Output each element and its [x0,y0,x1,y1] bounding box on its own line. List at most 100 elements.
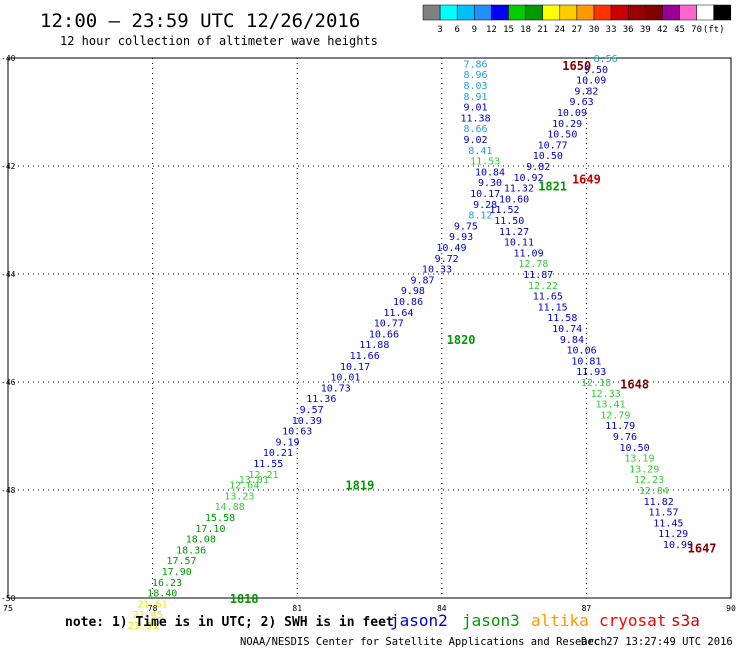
swh-value-label: 14.88 [215,502,245,513]
swh-value-label: 13.19 [624,454,654,465]
swh-value-label: 8.96 [463,70,487,81]
colorbar-label: 33 [606,25,617,35]
colorbar-label: 45 [674,25,685,35]
chart-subtitle: 12 hour collection of altimeter wave hei… [60,34,378,48]
colorbar-label: 3 [437,25,442,35]
swh-value-label: 21.45 [133,610,163,621]
swh-value-label: 10.99 [663,540,693,551]
swh-value-label: 11.57 [648,508,678,519]
swh-value-label: 10.63 [282,427,312,438]
swh-value-label: 11.87 [523,270,553,281]
swh-value-label: 7.86 [463,59,487,70]
swh-value-label: 9.76 [613,432,637,443]
swh-value-label: 15.58 [205,513,235,524]
colorbar-label: 9 [472,25,477,35]
swh-value-label: 9.75 [454,221,478,232]
colorbar-swatch [456,4,475,21]
swh-value-label: 10.01 [330,373,360,384]
swh-value-label: 10.92 [514,173,544,184]
x-tick-label: 87 [582,604,592,613]
colorbar-label: 42 [657,25,668,35]
swh-value-label: 18.36 [176,545,206,556]
y-tick-label: -42 [1,162,16,171]
swh-value-label: 11.45 [653,518,683,529]
swh-value-label: 9.87 [410,275,434,286]
x-tick-label: 75 [3,604,13,613]
swh-value-label: 9.30 [478,178,502,189]
colorbar-swatch [662,4,680,21]
swh-value-label: 8.12 [468,211,492,222]
swh-value-label: 10.73 [321,383,351,394]
track-number-label: 1821 [538,180,567,194]
swh-value-label: 9.19 [276,437,300,448]
swh-value-label: 10.33 [422,265,452,276]
chart-title: 12:00 – 23:59 UTC 12/26/2016 [40,10,360,32]
swh-value-label: 9.63 [570,97,594,108]
swh-value-label: 9.01 [463,103,487,114]
swh-value-label: 10.09 [576,76,606,87]
swh-value-label: 17.90 [162,567,192,578]
swh-value-label: 10.86 [393,297,423,308]
swh-value-label: 11.93 [576,367,606,378]
swh-value-label: 10.66 [369,329,399,340]
colorbar-swatch [593,4,612,21]
swh-value-label: 9.28 [473,200,497,211]
swh-value-label: 17.57 [166,556,196,567]
swh-value-label: 8.41 [468,146,492,157]
x-tick-label: 84 [437,604,447,613]
x-tick-label: 78 [148,604,158,613]
colorbar-label: 70 [691,25,702,35]
footer-credit: NOAA/NESDIS Center for Satellite Applica… [240,636,607,648]
swh-value-label: 10.77 [374,319,404,330]
colorbar-swatch [559,4,578,21]
track-labels: 1650 1649 1821 1820 1648 1819 1647 1818 [230,59,717,606]
swh-value-label: 9.72 [435,254,459,265]
swh-value-label: 12.64 [229,481,259,492]
swh-value-label: 13.29 [629,464,659,475]
swh-value-label: 11.50 [494,216,524,227]
legend-jason2: jason2 [390,611,448,630]
swh-value-label: 10.84 [475,167,505,178]
swh-value-label: 9.82 [574,86,598,97]
swh-value-label: 9.82 [526,162,550,173]
y-tick-label: -50 [1,594,16,603]
swh-value-label: 11.29 [658,529,688,540]
colorbar-swatch [542,4,561,21]
swh-value-label: 16.23 [152,578,182,589]
swh-value-label: 12.18 [581,378,611,389]
swh-value-label: 11.88 [359,340,389,351]
swh-value-label: 11.15 [538,302,568,313]
track-number-label: 1650 [562,59,591,73]
colorbar-label: 12 [486,25,497,35]
colorbar-swatch [645,4,663,21]
x-tick-label: 81 [292,604,302,613]
swh-value-label: 10.50 [620,443,650,454]
swh-value-label: 11.79 [605,421,635,432]
colorbar-label: 24 [554,25,565,35]
swh-value-label: 23.93 [128,621,158,632]
swh-value-label: 9.84 [560,335,584,346]
colorbar-swatch [610,4,629,21]
colorbar-swatch [627,4,646,21]
swh-value-label: 9.02 [463,135,487,146]
data-points: 7.868.968.038.919.0111.388.669.028.4111.… [128,54,693,632]
legend-altika: altika [531,611,589,630]
y-tick-label: -44 [1,270,16,279]
colorbar-label: 36 [623,25,634,35]
swh-value-label: 10.29 [552,119,582,130]
swh-value-label: 11.27 [499,227,529,238]
track-number-label: 1647 [688,541,717,555]
track-number-label: 1820 [447,333,476,347]
swh-value-label: 11.38 [460,113,490,124]
swh-value-label: 11.64 [383,308,413,319]
swh-value-label: 8.66 [463,124,487,135]
swh-value-label: 8.56 [594,54,618,65]
swh-value-label: 13.23 [224,491,254,502]
track-number-label: 1819 [345,479,374,493]
colorbar-label: 18 [520,25,531,35]
grid-lines [8,58,731,598]
swh-value-label: 10.74 [552,324,582,335]
y-axis-ticks: -40 -42 -44 -46 -48 -50 [1,54,16,603]
footer-note: note: 1) Time is in UTC; 2) SWH is in fe… [65,615,394,630]
swh-value-label: 10.50 [547,130,577,141]
